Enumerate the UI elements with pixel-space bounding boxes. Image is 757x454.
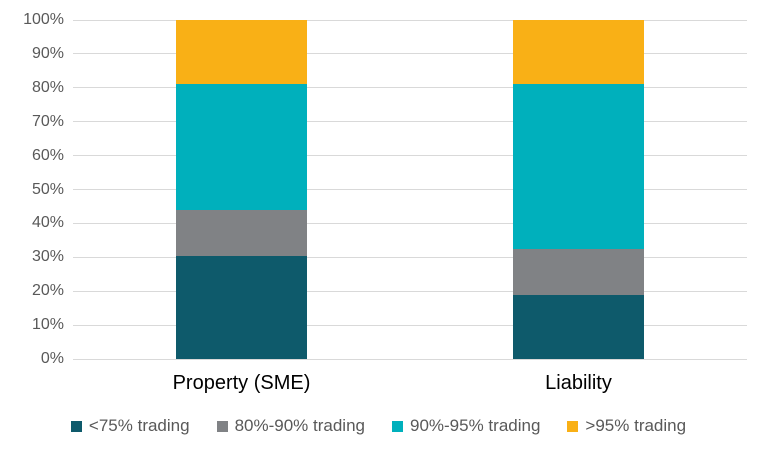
legend-item: <75% trading: [70, 416, 190, 436]
legend-label: <75% trading: [88, 416, 190, 435]
ytick-label: 60%: [31, 146, 64, 164]
category-label: Property (SME): [172, 372, 311, 394]
gridline: [73, 53, 747, 55]
category-label: Liability: [545, 372, 612, 394]
gridline: [73, 222, 747, 224]
bar-segment: [513, 20, 644, 85]
bar-segment: [513, 294, 644, 359]
ytick-label: 80%: [31, 78, 64, 96]
ytick-label: 70%: [31, 112, 64, 130]
gridline: [73, 155, 747, 157]
legend-marker: [567, 420, 579, 432]
legend-item: >95% trading: [567, 416, 686, 436]
legend-label: >95% trading: [585, 416, 687, 435]
legend-item: 80%-90% trading: [216, 416, 365, 436]
legend-item: 90%-95% trading: [392, 416, 540, 436]
gridline: [73, 121, 747, 123]
ytick-label: 10%: [31, 316, 64, 334]
gridline: [73, 324, 747, 326]
legend-label: 90%-95% trading: [410, 416, 541, 435]
bar-segment: [176, 20, 307, 85]
bar-segment: [176, 209, 307, 256]
gridline: [73, 290, 747, 292]
gridline: [73, 256, 747, 258]
gridline: [73, 189, 747, 190]
legend-label: 80%-90% trading: [234, 416, 365, 435]
bar-segment: [176, 84, 307, 210]
ytick-label: 20%: [31, 282, 64, 300]
gridline: [73, 19, 747, 21]
legend-marker: [70, 420, 82, 432]
ytick-label: 100%: [23, 11, 64, 28]
bar-segment: [513, 248, 644, 295]
ytick-label: 40%: [31, 214, 64, 232]
legend: <75% trading 80%-90% trading 90%-95% tradi…: [0, 411, 757, 441]
bar-segment: [513, 84, 644, 249]
gridline: [73, 358, 747, 360]
gridline: [73, 87, 747, 89]
bar-segment: [176, 255, 307, 359]
ytick-label: 90%: [31, 44, 64, 62]
ytick-label: 30%: [31, 248, 64, 266]
ytick-label: 0%: [40, 350, 64, 367]
legend-marker: [392, 420, 403, 432]
ytick-label: 50%: [31, 180, 64, 198]
legend-marker: [216, 420, 228, 432]
